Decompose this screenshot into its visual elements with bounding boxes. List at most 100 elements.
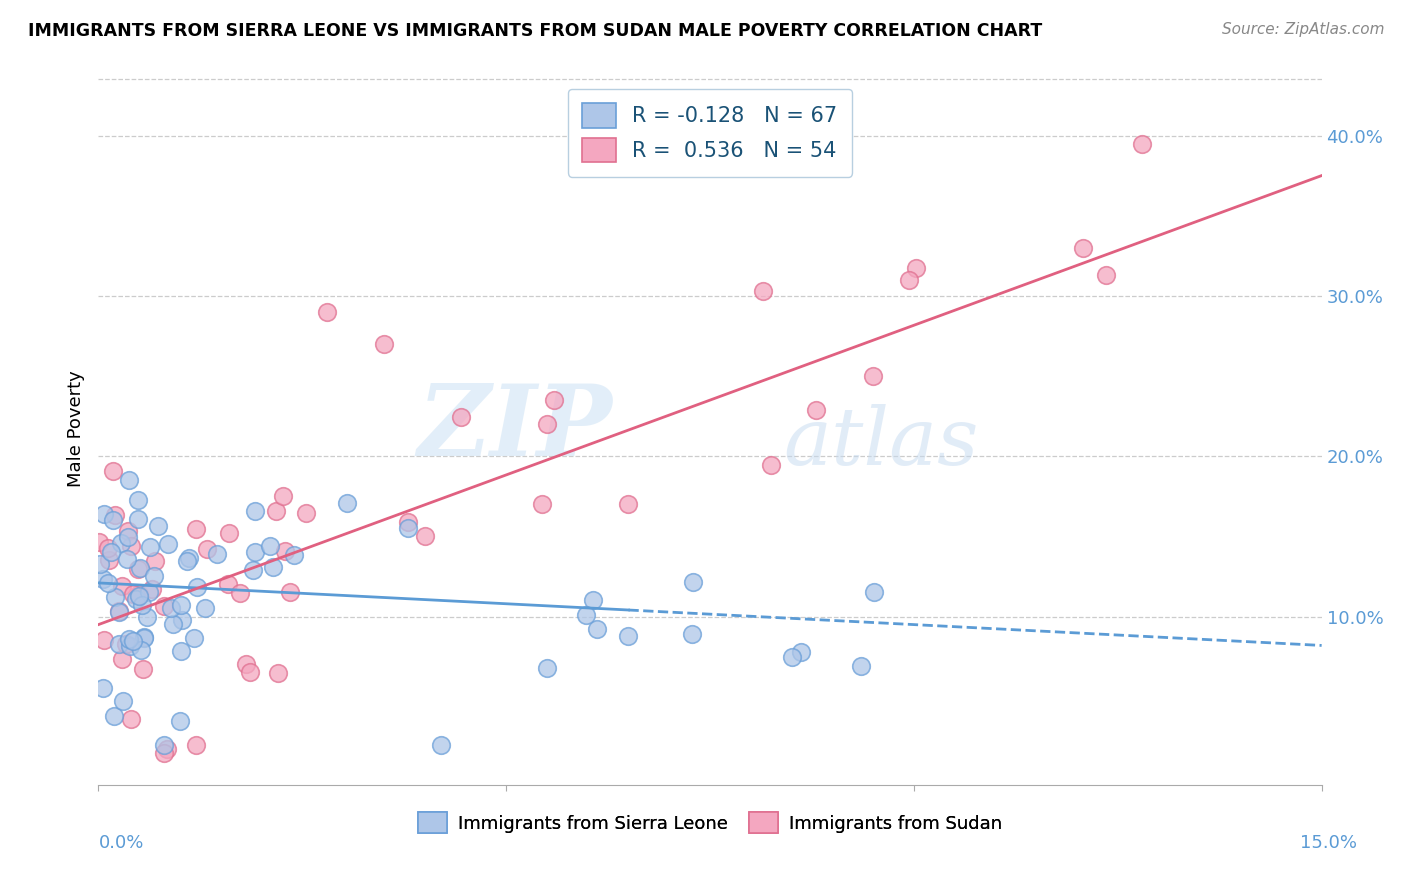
Point [142, 569, 165, 583]
Point [128, 587, 150, 601]
Point [271, 489, 294, 503]
Point [315, 305, 337, 319]
Point [1130, 136, 1153, 151]
Point [682, 574, 704, 589]
Point [93, 507, 115, 521]
Point [863, 584, 886, 599]
Point [336, 496, 359, 510]
Point [217, 576, 239, 591]
Point [851, 658, 873, 673]
Point [790, 645, 813, 659]
Point [242, 563, 264, 577]
Text: ZIP: ZIP [418, 380, 612, 476]
Point [118, 639, 141, 653]
Point [681, 627, 703, 641]
Point [862, 369, 884, 384]
Point [104, 590, 127, 604]
Point [267, 665, 290, 680]
Point [1071, 242, 1094, 256]
Point [172, 613, 194, 627]
Point [129, 643, 152, 657]
Point [543, 393, 565, 408]
Point [804, 403, 827, 417]
Text: 15.0%: 15.0% [1299, 834, 1357, 852]
Point [148, 519, 170, 533]
Point [115, 637, 138, 651]
Point [183, 631, 205, 645]
Point [97, 541, 120, 555]
Point [138, 585, 160, 599]
Point [132, 631, 155, 645]
Point [245, 545, 267, 559]
Point [176, 554, 198, 568]
Y-axis label: Male Poverty: Male Poverty [66, 370, 84, 486]
Point [128, 561, 150, 575]
Point [157, 537, 180, 551]
Point [100, 545, 122, 559]
Point [89, 534, 111, 549]
Point [127, 512, 149, 526]
Point [162, 617, 184, 632]
Point [229, 586, 252, 600]
Point [120, 539, 142, 553]
Point [127, 562, 149, 576]
Point [262, 560, 284, 574]
Point [396, 515, 419, 529]
Point [186, 580, 208, 594]
Point [195, 542, 218, 557]
Point [143, 554, 166, 568]
Point [141, 582, 163, 597]
Point [759, 458, 782, 473]
Point [111, 579, 134, 593]
Point [582, 593, 605, 607]
Point [104, 508, 127, 523]
Point [617, 629, 640, 643]
Point [111, 652, 134, 666]
Point [110, 536, 132, 550]
Point [294, 506, 316, 520]
Point [235, 657, 257, 672]
Point [450, 409, 472, 424]
Point [156, 742, 179, 756]
Point [273, 543, 295, 558]
Point [91, 572, 114, 586]
Point [139, 540, 162, 554]
Text: atlas: atlas [783, 404, 979, 481]
Point [177, 550, 200, 565]
Point [117, 530, 139, 544]
Point [1095, 268, 1118, 282]
Point [904, 260, 927, 275]
Point [536, 417, 558, 432]
Point [780, 649, 803, 664]
Point [283, 549, 305, 563]
Legend: Immigrants from Sierra Leone, Immigrants from Sudan: Immigrants from Sierra Leone, Immigrants… [411, 805, 1010, 840]
Point [122, 587, 145, 601]
Point [170, 644, 193, 658]
Text: Source: ZipAtlas.com: Source: ZipAtlas.com [1222, 22, 1385, 37]
Point [117, 632, 139, 646]
Point [132, 662, 155, 676]
Point [170, 598, 193, 612]
Point [430, 738, 453, 752]
Point [264, 504, 287, 518]
Point [93, 633, 115, 648]
Point [239, 665, 262, 679]
Text: 0.0%: 0.0% [98, 834, 143, 852]
Point [125, 591, 148, 606]
Point [115, 551, 138, 566]
Point [186, 522, 208, 536]
Point [586, 622, 609, 636]
Point [152, 746, 174, 760]
Point [107, 604, 129, 618]
Text: IMMIGRANTS FROM SIERRA LEONE VS IMMIGRANTS FROM SUDAN MALE POVERTY CORRELATION C: IMMIGRANTS FROM SIERRA LEONE VS IMMIGRAN… [28, 22, 1042, 40]
Point [131, 598, 153, 612]
Point [396, 521, 419, 535]
Point [186, 738, 208, 752]
Point [278, 584, 301, 599]
Point [128, 590, 150, 604]
Point [122, 633, 145, 648]
Point [89, 557, 111, 571]
Point [218, 526, 240, 541]
Point [575, 607, 598, 622]
Point [205, 547, 228, 561]
